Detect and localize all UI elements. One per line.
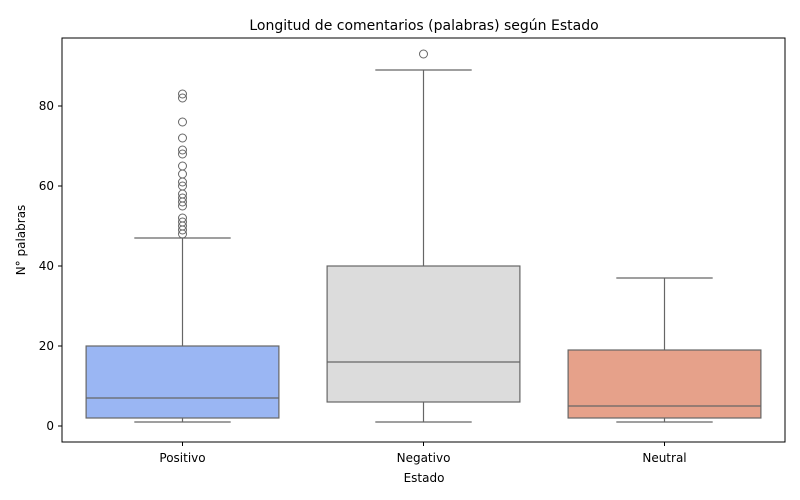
box-neutral	[567, 277, 762, 423]
x-tick-label-positivo: Positivo	[159, 451, 205, 465]
x-axis: Positivo Negativo Neutral	[159, 442, 687, 465]
outlier-point	[178, 181, 187, 191]
y-tick-label: 60	[39, 179, 54, 193]
box-negativo	[326, 49, 521, 423]
outlier-point	[178, 193, 187, 203]
plot-area	[85, 49, 762, 423]
outlier-point	[178, 161, 187, 171]
iqr-box	[85, 345, 280, 419]
outlier-point	[178, 149, 187, 159]
outlier-point	[178, 213, 187, 223]
outlier-point	[178, 93, 187, 103]
y-tick-label: 20	[39, 339, 54, 353]
outlier-point	[178, 117, 187, 127]
outlier-point	[178, 145, 187, 155]
box-positivo	[85, 89, 280, 423]
y-axis: 0 20 40 60 80	[39, 99, 62, 433]
iqr-box	[567, 349, 762, 419]
outlier-point	[178, 133, 187, 143]
x-tick-label-negativo: Negativo	[397, 451, 451, 465]
iqr-box	[326, 265, 521, 403]
y-axis-label: N° palabras	[14, 205, 28, 276]
x-axis-label: Estado	[404, 471, 445, 485]
outlier-point	[178, 169, 187, 179]
outlier-point	[178, 217, 187, 227]
y-tick-label: 80	[39, 99, 54, 113]
y-tick-label: 0	[46, 419, 54, 433]
y-tick-label: 40	[39, 259, 54, 273]
chart-title: Longitud de comentarios (palabras) según…	[249, 18, 598, 34]
outlier-point	[419, 49, 428, 59]
outlier-point	[178, 89, 187, 99]
x-tick-label-neutral: Neutral	[642, 451, 686, 465]
